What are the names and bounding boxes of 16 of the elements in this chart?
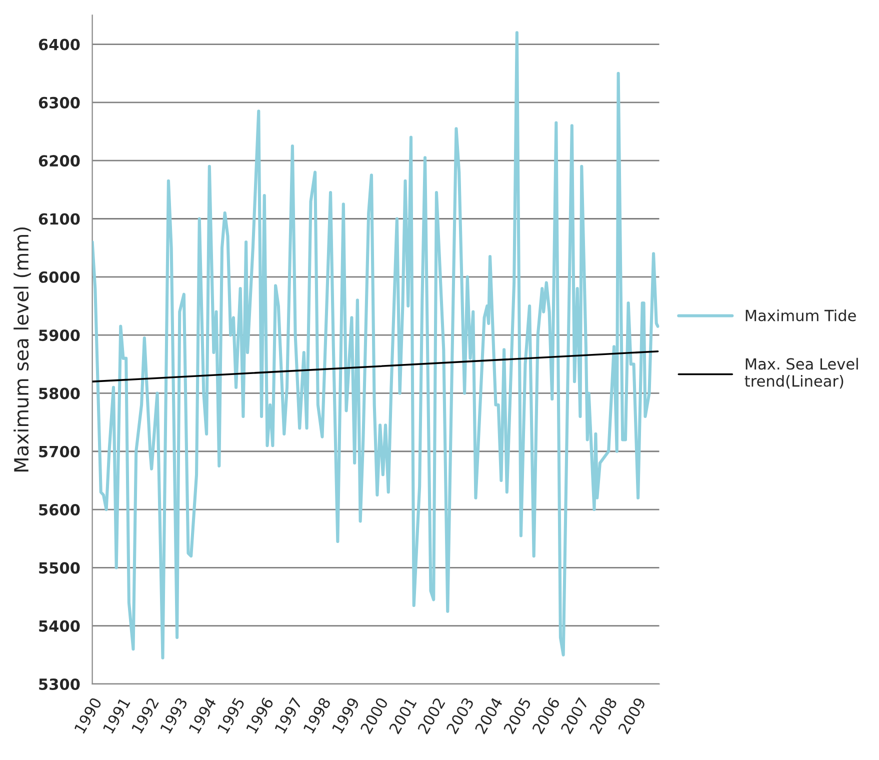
y-axis-title: Maximum sea level (mm): [14, 227, 31, 472]
y-tick-label: 6300: [38, 96, 80, 108]
y-tick-label: 6000: [38, 271, 80, 283]
y-tick-label: 5800: [39, 388, 80, 400]
y-tick-label: 5400: [39, 620, 80, 632]
y-tick-label: 6100: [38, 213, 80, 225]
y-tick-label: 5900: [39, 330, 80, 342]
y-tick-label: 6400: [38, 38, 80, 50]
line-series: [92, 31, 660, 660]
y-tick-label: 5700: [39, 446, 80, 458]
y-tick-label: 5300: [39, 678, 80, 690]
y-tick-label: 5500: [39, 562, 80, 574]
y-tick-label: 5600: [39, 504, 80, 516]
legend-label: Maximum Tide: [746, 309, 856, 322]
y-tick-label: 6200: [38, 155, 80, 167]
legend-label: Max. Sea Level trend(Linear): [744, 358, 858, 389]
